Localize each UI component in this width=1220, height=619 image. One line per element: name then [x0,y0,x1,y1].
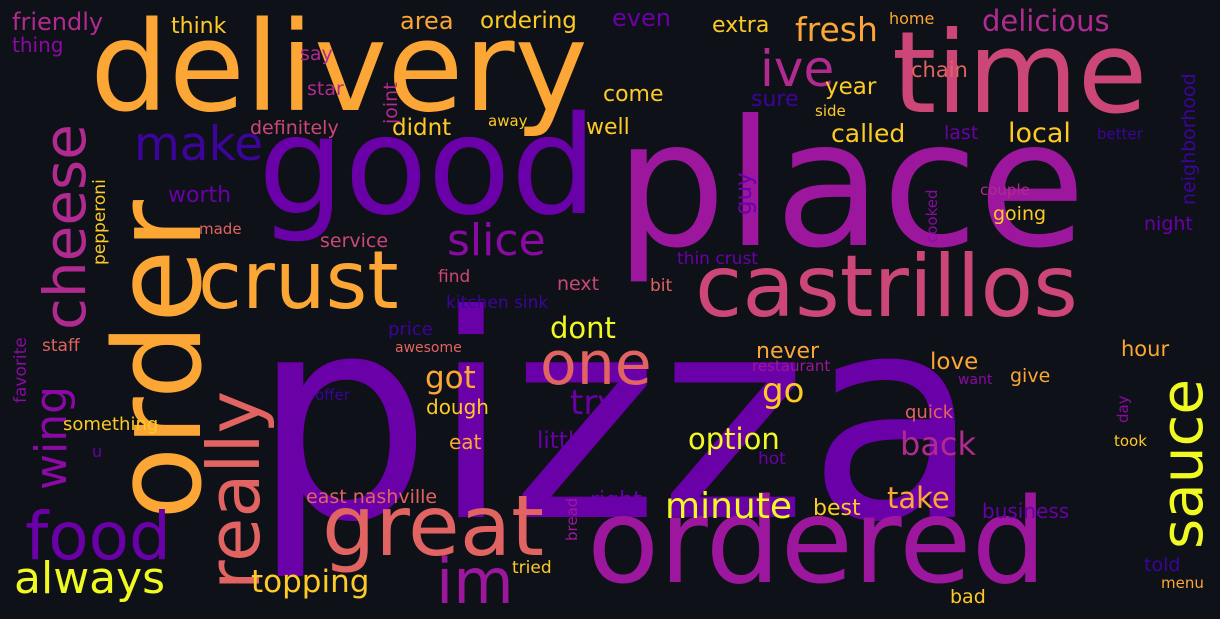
word-say: say [300,43,333,65]
word-took: took [1114,432,1147,450]
word-eat: eat [449,430,482,454]
word-thin-crust: thin crust [677,249,758,269]
word-back: back [900,425,977,463]
word-ordered: ordered [587,472,1047,610]
word-really: really [192,390,276,590]
word-delicious: delicious [982,4,1110,38]
word-try: try [570,383,618,423]
word-hour: hour [1121,337,1170,361]
word-sure: sure [751,87,799,112]
word-chain: chain [911,58,968,82]
word-restaurant: restaurant [752,357,831,375]
word-great: great [322,477,545,575]
word-next: next [557,273,600,295]
word-come: come [603,82,664,107]
word-little: little [537,428,589,454]
word-ive: ive [760,40,835,98]
word-right: right [590,488,642,513]
word-last: last [944,122,979,144]
word-time: time [892,7,1148,139]
word-east-nashville: east nashville [306,486,438,508]
word-worth: worth [168,183,232,208]
word-couple: couple [980,181,1030,199]
word-go: go [762,371,805,411]
word-night: night [1144,213,1193,235]
word-better: better [1097,125,1143,143]
word-wing: wing [26,385,77,490]
word-best: best [813,496,861,521]
word-tried: tried [512,558,552,578]
word-awesome: awesome [395,340,462,356]
word-staff: staff [42,336,80,356]
word-good: good [258,88,598,246]
word-slice: slice [447,215,546,266]
word-price: price [388,319,433,340]
word-menu: menu [1161,574,1204,592]
word-hot: hot [758,449,786,469]
word-dough: dough [426,395,489,419]
word-going: going [993,203,1047,225]
word-offer: offer [315,386,350,404]
word-topping: topping [251,564,370,600]
word-home: home [889,9,935,28]
word-pizza: pizza [252,254,981,584]
word-always: always [14,553,166,604]
word-one: one [540,329,652,399]
word-think: think [171,14,227,39]
word-told: told [1144,554,1181,576]
word-option: option [688,422,780,456]
word-castrillos: castrillos [695,237,1078,337]
word-favorite: favorite [11,337,31,403]
word-day: day [1114,395,1132,423]
word-want: want [958,372,993,388]
word-bit: bit [650,276,673,296]
word-neighborhood: neighborhood [1178,73,1200,205]
word-u: u [92,442,103,461]
word-guy: guy [731,172,757,215]
word-make: make [134,117,264,172]
word-called: called [831,119,906,148]
word-minute: minute [665,486,792,527]
word-didnt: didnt [392,115,452,141]
word-business: business [982,499,1070,523]
word-star: star [307,78,344,100]
word-food: food [25,498,171,575]
word-quick: quick [905,402,954,423]
word-friendly: friendly [12,8,104,36]
word-find: find [438,267,471,287]
word-pepperoni: pepperoni [90,179,110,265]
word-made: made [199,220,242,238]
word-kitchen-sink: kitchen sink [446,293,549,313]
word-delivery: delivery [90,0,588,140]
word-take: take [887,481,950,515]
word-ordering: ordering [480,8,577,34]
word-cooked: cooked [923,189,941,243]
word-crust: crust [198,234,399,327]
word-extra: extra [712,13,770,38]
word-love: love [930,349,979,375]
word-cheese: cheese [31,124,99,330]
word-sauce: sauce [1148,378,1216,549]
word-something: something [63,414,159,435]
word-place: place [615,84,1086,287]
word-local: local [1008,118,1071,149]
word-area: area [400,7,454,35]
word-fresh: fresh [795,10,878,49]
word-even: even [612,4,671,32]
word-never: never [756,339,820,364]
word-thing: thing [12,33,64,57]
word-dont: dont [550,311,616,345]
word-service: service [320,230,389,252]
word-im: im [436,545,514,618]
word-definitely: definitely [250,117,339,139]
word-year: year [825,74,877,100]
word-got: got [425,360,476,396]
word-bad: bad [950,586,986,608]
word-well: well [586,115,630,140]
word-away: away [488,112,528,130]
word-bread: bread [563,497,581,541]
word-give: give [1010,365,1051,387]
word-side: side [815,102,846,120]
